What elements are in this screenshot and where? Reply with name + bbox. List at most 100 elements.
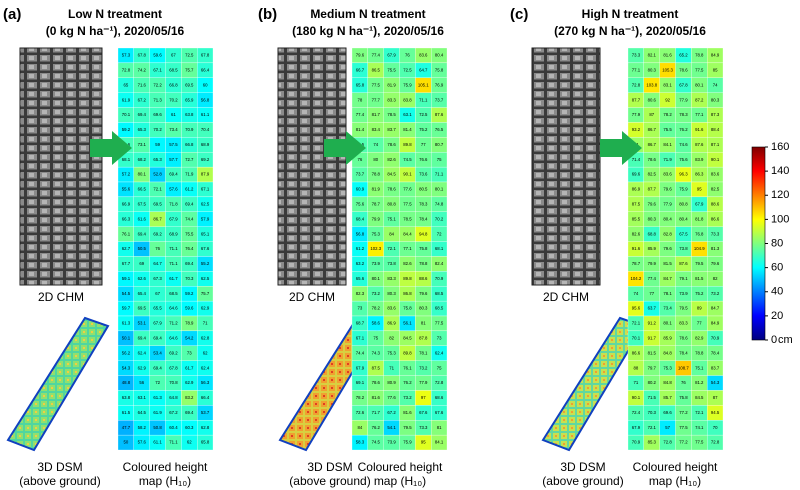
cell-label: 69.4 — [138, 335, 147, 340]
cell-label: 75 — [373, 335, 378, 340]
cell-label: 73.2 — [403, 395, 412, 400]
cell-label: 85.5 — [632, 216, 641, 221]
cell-label: 57.5 — [169, 142, 178, 147]
cell-label: 59.1 — [122, 276, 131, 281]
cell-label: 73.2 — [711, 291, 720, 296]
cell-label: 90.1 — [711, 157, 720, 162]
cell-label: 80.2 — [648, 380, 657, 385]
cell-label: 68.9 — [201, 142, 210, 147]
cell-label: 69.4 — [185, 201, 194, 206]
cell-label: 75.8 — [679, 395, 688, 400]
cell-label: 61.2 — [185, 187, 194, 192]
cell-label: 64.6 — [169, 306, 178, 311]
cell-label: 69.6 — [632, 172, 641, 177]
cell-label: 56.8 — [201, 97, 210, 102]
cell-label: 74.5 — [403, 157, 412, 162]
cell-label: 50.5 — [138, 246, 147, 251]
cell-label: 68.9 — [169, 231, 178, 236]
cell-label: 70.2 — [153, 127, 162, 132]
cell-label: 87.5 — [632, 201, 641, 206]
cell-label: 80.1 — [435, 187, 444, 192]
cell-label: 84.5 — [403, 335, 412, 340]
cell-label: 79.6 — [711, 261, 720, 266]
cell-label: 56.8 — [356, 231, 365, 236]
cell-label: 80.5 — [419, 187, 428, 192]
cell-label: 66.4 — [201, 395, 210, 400]
cell-label: 86.3 — [695, 172, 704, 177]
cell-label: 59.6 — [185, 306, 194, 311]
cell-label: 62.9 — [138, 365, 147, 370]
cell-label: 68.2 — [138, 157, 147, 162]
cell-label: 82.1 — [648, 53, 657, 58]
cell-label: 67.5 — [679, 231, 688, 236]
cell-label: 76.2 — [372, 425, 381, 430]
dsm-label: (above ground) — [289, 474, 370, 488]
cell-label: 77.5 — [372, 82, 381, 87]
cell-label: 57.9 — [201, 216, 210, 221]
cell-label: 82.5 — [648, 172, 657, 177]
cell-label: 71.5 — [648, 395, 657, 400]
cell-label: 87.8 — [419, 335, 428, 340]
cell-label: 61.3 — [153, 395, 162, 400]
cell-label: 71.9 — [185, 172, 194, 177]
map-label: map (H₁₀) — [139, 474, 191, 488]
cell-label: 73.3 — [632, 53, 641, 58]
cell-label: 68.5 — [435, 306, 444, 311]
cell-label: 89 — [697, 306, 702, 311]
cell-label: 79.1 — [679, 276, 688, 281]
colorbar-tick-label: 20 — [771, 310, 783, 322]
cell-label: 72 — [437, 231, 442, 236]
cell-label: 74.8 — [435, 201, 444, 206]
cell-label: 86.9 — [632, 187, 641, 192]
cell-label: 77 — [421, 142, 426, 147]
cell-label: 74 — [634, 291, 639, 296]
cell-label: 61.9 — [122, 97, 131, 102]
cell-label: 91.7 — [648, 335, 657, 340]
cell-label: 87.6 — [435, 112, 444, 117]
map-label: Coloured height — [358, 460, 443, 474]
cell-label: 77.1 — [403, 246, 412, 251]
cell-label: 81.5 — [695, 276, 704, 281]
cell-label: 66.8 — [169, 82, 178, 87]
cell-label: 75.6 — [679, 157, 688, 162]
cell-label: 62.9 — [185, 380, 194, 385]
cell-label: 102.3 — [370, 246, 381, 251]
cell-label: 76.1 — [122, 231, 131, 236]
cell-label: 81.5 — [648, 350, 657, 355]
cell-label: 61.6 — [138, 216, 147, 221]
cell-label: 78.6 — [648, 157, 657, 162]
cell-label: 65.4 — [138, 291, 147, 296]
cell-label: 77.4 — [356, 112, 365, 117]
cell-label: 88.6 — [711, 201, 720, 206]
cell-label: 54.2 — [185, 335, 194, 340]
cell-label: 81.7 — [372, 112, 381, 117]
cell-label: 61.3 — [122, 321, 131, 326]
cell-label: 75.9 — [403, 440, 412, 445]
chm-label: 2D CHM — [543, 290, 589, 304]
cell-label: 80.4 — [435, 53, 444, 58]
cell-label: 67 — [171, 53, 176, 58]
cell-label: 75.9 — [403, 82, 412, 87]
map-label: map (H₁₀) — [649, 474, 701, 488]
cell-label: 73.8 — [387, 261, 396, 266]
cell-label: 64.8 — [169, 395, 178, 400]
cell-label: 75.5 — [387, 67, 396, 72]
cell-label: 75.8 — [403, 306, 412, 311]
cell-label: 73.9 — [372, 261, 381, 266]
cell-label: 70.8 — [169, 380, 178, 385]
cell-label: 74.3 — [372, 350, 381, 355]
cell-label: 73.3 — [711, 231, 720, 236]
cell-label: 62.4 — [201, 365, 210, 370]
cell-label: 68.7 — [356, 321, 365, 326]
cell-label: 72.5 — [419, 112, 428, 117]
cell-label: 80.7 — [435, 142, 444, 147]
cell-label: 66.4 — [201, 67, 210, 72]
cell-label: 80.1 — [372, 276, 381, 281]
cell-label: 75.1 — [695, 365, 704, 370]
cell-label: 105.1 — [418, 82, 429, 87]
cell-label: 56.2 — [122, 350, 131, 355]
cell-label: 69.2 — [201, 157, 210, 162]
cell-label: 67.2 — [169, 410, 178, 415]
cell-label: 78.8 — [372, 172, 381, 177]
cell-label: 70.9 — [632, 440, 641, 445]
